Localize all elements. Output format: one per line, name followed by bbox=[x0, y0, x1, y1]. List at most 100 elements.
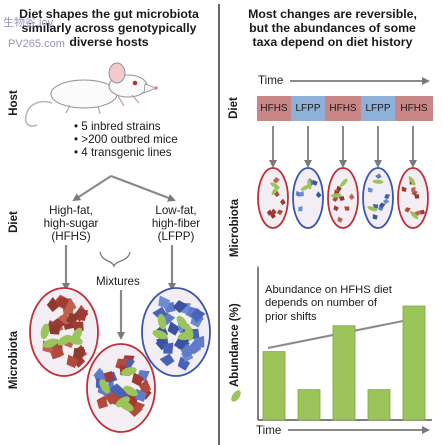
microbiota-oval-mixture-fragment bbox=[138, 379, 152, 394]
chart-note-line-1: Abundance on HFHS diet bbox=[265, 284, 392, 296]
left-side-label-host: Host bbox=[8, 90, 20, 116]
left-side-label-microbiota: Microbiota bbox=[8, 330, 20, 390]
host-bullet-item: • >200 outbred mice bbox=[74, 132, 178, 146]
microbiota-oval-timepoint-fragment bbox=[299, 190, 304, 197]
time-label: Time bbox=[258, 74, 284, 87]
chart-bar bbox=[332, 325, 356, 421]
microbiota-oval-lfpp-fragment bbox=[173, 337, 189, 351]
microbiota-oval-mixture-fragment bbox=[100, 371, 115, 383]
mouse-feet bbox=[65, 94, 140, 115]
microbiota-oval-timepoint-fragment bbox=[375, 173, 382, 180]
microbiota-oval-lfpp-fragment bbox=[172, 300, 188, 314]
mouse-illustration bbox=[24, 62, 158, 127]
diet-hfhs-line-1: High-fat, bbox=[49, 204, 93, 217]
microbiota-oval-hfhs-fragment bbox=[75, 310, 89, 322]
microbiota-oval-timepoint-green-taxon bbox=[408, 176, 416, 186]
microbiota-oval-timepoint-fragment bbox=[266, 209, 273, 216]
left-title: Diet shapes the gut microbiota similarly… bbox=[2, 7, 216, 49]
microbiota-oval-timepoint-fragment bbox=[276, 209, 284, 216]
microbiota-oval-timepoint-green-taxon bbox=[410, 211, 419, 220]
microbiota-oval-timepoint-outline bbox=[292, 167, 324, 229]
host-bullet-list: • 5 inbred strains • >200 outbred mice •… bbox=[74, 120, 178, 159]
diet-hfhs-label: High-fat, high-sugar (HFHS) bbox=[30, 204, 112, 243]
microbiota-oval-timepoint-outline bbox=[257, 167, 289, 229]
microbiota-oval-mixture-fragment bbox=[105, 392, 121, 405]
diet-hfhs-line-2: high-sugar bbox=[43, 216, 99, 230]
diet-lfpp-line-3: (LFPP) bbox=[157, 229, 195, 243]
microbiota-oval-timepoint-fragment bbox=[384, 194, 391, 200]
microbiota-oval-mixture-fragment bbox=[135, 388, 147, 402]
right-side-label-microbiota: Microbiota bbox=[229, 198, 241, 258]
right-title-line-1: Most changes are reversible, bbox=[248, 7, 417, 21]
right-title-line-2: but the abundances of some bbox=[249, 20, 416, 35]
microbiota-oval-timepoint bbox=[292, 167, 324, 229]
microbiota-oval-mixture-green-taxon bbox=[121, 367, 137, 376]
microbiota-oval-lfpp-fragment bbox=[158, 295, 171, 309]
microbiota-oval-timepoint-outline bbox=[362, 167, 394, 229]
host-bullet-item: • 4 transgenic lines bbox=[74, 145, 172, 159]
microbiota-oval-timepoint-green-taxon bbox=[270, 182, 280, 189]
microbiota-oval-mixture bbox=[86, 343, 156, 433]
microbiota-oval-mixture-green-taxon bbox=[99, 379, 110, 394]
microbiota-oval-lfpp-fragment bbox=[190, 308, 206, 322]
microbiota-oval-timepoint-fragment bbox=[401, 186, 407, 193]
microbiota-oval-timepoint bbox=[327, 167, 359, 229]
left-title-line-3: diverse hosts bbox=[69, 34, 149, 49]
chart-note-line-2: depends on number of bbox=[265, 297, 377, 310]
microbiota-oval-lfpp-fragment bbox=[177, 356, 191, 371]
diet-box-2: LFPP bbox=[291, 96, 325, 121]
microbiota-oval-timepoint-fragment bbox=[411, 186, 416, 193]
watermark-line-2: PV265.com bbox=[8, 38, 65, 50]
microbiota-oval-timepoint-fragment bbox=[295, 190, 302, 197]
microbiota-oval-lfpp-fragment bbox=[167, 321, 181, 336]
microbiota-oval-timepoint-fragment bbox=[367, 187, 373, 193]
arrow-to-lfpp bbox=[110, 174, 176, 202]
right-title: Most changes are reversible, but the abu… bbox=[222, 7, 443, 49]
chart-bar bbox=[262, 351, 286, 421]
right-side-label-diet: Diet bbox=[228, 97, 240, 119]
left-title-line-1: Diet shapes the gut microbiota bbox=[19, 7, 199, 21]
diet-hfhs-line-3: (HFHS) bbox=[51, 229, 91, 243]
microbiota-oval-timepoint-fragment bbox=[336, 185, 342, 192]
mouse-snout bbox=[143, 83, 158, 94]
microbiota-oval-lfpp-green-taxon bbox=[157, 313, 167, 330]
microbiota-oval-hfhs-fragment bbox=[66, 354, 79, 369]
microbiota-oval-timepoint-fragment bbox=[270, 212, 276, 219]
arrow-to-hfhs bbox=[72, 175, 112, 202]
microbiota-oval-lfpp-green-taxon bbox=[152, 329, 168, 340]
left-side-label-diet: Diet bbox=[8, 211, 20, 233]
microbiota-oval-timepoint-fragment bbox=[344, 206, 350, 211]
microbiota-oval-timepoint-fragment bbox=[280, 198, 286, 206]
host-bullet-item: • 5 inbred strains bbox=[74, 120, 161, 133]
microbiota-oval-timepoint-fragment bbox=[379, 202, 386, 209]
chart-bar bbox=[297, 389, 321, 421]
microbiota-oval-timepoint-fragment bbox=[271, 208, 277, 216]
microbiota-oval-hfhs-green-taxon bbox=[71, 327, 83, 343]
microbiota-oval-hfhs-green-taxon bbox=[40, 323, 50, 340]
microbiota-oval-timepoint-green-taxon bbox=[307, 178, 312, 190]
microbiota-oval-timepoint-fragment bbox=[414, 194, 420, 199]
chart-note: Abundance on HFHS diet depends on number… bbox=[265, 284, 392, 324]
microbiota-oval-hfhs-fragment bbox=[65, 312, 80, 326]
diet-box-5: HFHS bbox=[395, 96, 433, 121]
microbiota-oval-timepoint-fragment bbox=[378, 204, 384, 212]
microbiota-oval-hfhs-green-taxon bbox=[57, 334, 72, 346]
microbiota-oval-hfhs-fragment bbox=[49, 323, 61, 335]
microbiota-oval-timepoint-fragment bbox=[337, 216, 343, 223]
microbiota-oval-timepoint-fragment bbox=[332, 196, 339, 202]
microbiota-oval-lfpp-fragment bbox=[185, 306, 200, 319]
microbiota-oval-timepoint-fragment bbox=[274, 190, 280, 198]
microbiota-oval-mixture-fragment bbox=[96, 395, 108, 409]
microbiota-oval-timepoint-fragment bbox=[298, 206, 303, 212]
microbiota-oval-timepoint-outline bbox=[397, 167, 429, 229]
chart-bar bbox=[402, 305, 426, 421]
abundance-legend-green-icon bbox=[231, 390, 241, 402]
microbiota-oval-timepoint-fragment bbox=[315, 191, 322, 199]
microbiota-oval-lfpp bbox=[141, 287, 211, 377]
mouse-body bbox=[50, 79, 118, 109]
right-side-label-abundance: Abundance (%) bbox=[229, 303, 241, 387]
microbiota-oval-timepoint-fragment bbox=[404, 207, 411, 213]
mouse-tail bbox=[24, 100, 53, 127]
